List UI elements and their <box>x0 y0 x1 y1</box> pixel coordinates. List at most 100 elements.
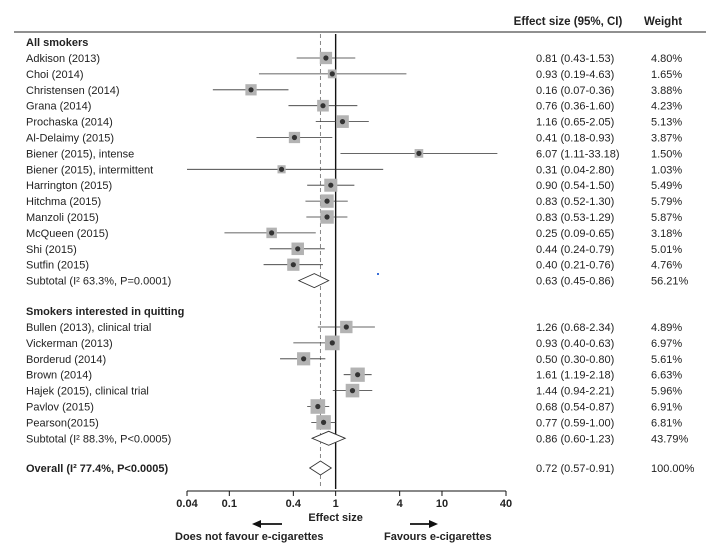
study-label: Pavlov (2015) <box>26 402 94 414</box>
left-arrow-label: Does not favour e-cigarettes <box>175 531 324 543</box>
pooled-weight-text: 56.21% <box>651 276 689 288</box>
study-label: Vickerman (2013) <box>26 338 113 350</box>
study-label: Hajek (2015), clinical trial <box>26 386 149 398</box>
weight-text: 5.13% <box>651 117 682 129</box>
point-estimate <box>343 324 349 330</box>
pooled-diamond <box>308 460 333 476</box>
pooled-diamond <box>310 430 347 446</box>
point-estimate <box>349 388 356 394</box>
right-arrow-head <box>429 520 438 528</box>
effect-ci-text: 6.07 (1.11-33.18) <box>536 148 620 160</box>
pooled-label: Subtotal (I² 88.3%, P<0.0005) <box>26 433 171 445</box>
weight-text: 3.88% <box>651 85 682 97</box>
effect-ci-text: 1.61 (1.19-2.18) <box>536 370 614 382</box>
weight-text: 5.96% <box>651 386 682 398</box>
point-estimate <box>295 246 301 252</box>
study-label: Borderud (2014) <box>26 354 106 366</box>
pooled-diamond <box>297 273 330 289</box>
effect-ci-text: 0.41 (0.18-0.93) <box>536 133 614 145</box>
point-estimate <box>290 262 296 268</box>
x-tick-label: 4 <box>397 498 404 510</box>
x-tick-label: 10 <box>436 498 448 510</box>
weight-text: 5.01% <box>651 244 682 256</box>
weight-text: 1.65% <box>651 69 682 81</box>
point-estimate <box>416 150 422 156</box>
study-label: Brown (2014) <box>26 370 92 382</box>
study-label: Al-Delaimy (2015) <box>26 133 114 145</box>
x-tick-label: 0.1 <box>222 498 237 510</box>
point-estimate <box>323 55 329 61</box>
x-axis: 0.04 0.1 0.4 1 4 10 40 Effect size Does not favo… <box>175 490 512 543</box>
point-estimate <box>269 230 275 236</box>
weight-text: 4.80% <box>651 53 682 65</box>
study-label: Sutfin (2015) <box>26 260 89 272</box>
pooled-weight-text: 43.79% <box>651 433 689 445</box>
left-arrow-head <box>252 520 261 528</box>
weight-text: 5.61% <box>651 354 682 366</box>
header-effect: Effect size (95%, CI) <box>514 16 623 28</box>
weight-text: 6.63% <box>651 370 682 382</box>
effect-ci-text: 1.16 (0.65-2.05) <box>536 117 614 129</box>
weight-text: 4.89% <box>651 322 682 334</box>
pooled-ci-text: 0.72 (0.57-0.91) <box>536 463 614 475</box>
weight-text: 5.49% <box>651 180 682 192</box>
weight-text: 5.79% <box>651 196 682 208</box>
effect-ci-text: 0.83 (0.53-1.29) <box>536 212 614 224</box>
point-estimate <box>248 87 254 93</box>
study-label: Christensen (2014) <box>26 85 120 97</box>
study-label: Biener (2015), intermittent <box>26 164 153 176</box>
effect-ci-text: 1.26 (0.68-2.34) <box>536 322 614 334</box>
x-axis-title: Effect size <box>308 512 362 524</box>
pooled-weight-text: 100.00% <box>651 463 695 475</box>
effect-ci-text: 0.83 (0.52-1.30) <box>536 196 614 208</box>
effect-ci-text: 0.44 (0.24-0.79) <box>536 244 614 256</box>
right-arrow-label: Favours e-cigarettes <box>384 531 492 543</box>
x-tick-label: 1 <box>333 498 339 510</box>
study-label: McQueen (2015) <box>26 228 109 240</box>
weight-text: 6.91% <box>651 402 682 414</box>
study-label: Prochaska (2014) <box>26 117 113 129</box>
point-estimate <box>324 198 330 204</box>
point-estimate <box>301 356 307 362</box>
effect-ci-text: 0.93 (0.19-4.63) <box>536 69 614 81</box>
weight-text: 5.87% <box>651 212 682 224</box>
study-label: Hitchma (2015) <box>26 196 101 208</box>
point-estimate <box>329 340 335 346</box>
study-label: Adkison (2013) <box>26 53 100 65</box>
x-tick-label: 40 <box>500 498 512 510</box>
effect-ci-text: 0.90 (0.54-1.50) <box>536 180 614 192</box>
group-title: All smokers <box>26 37 88 49</box>
effect-ci-text: 1.44 (0.94-2.21) <box>536 386 614 398</box>
effect-ci-text: 0.93 (0.40-0.63) <box>536 338 614 350</box>
effect-ci-text: 0.50 (0.30-0.80) <box>536 354 614 366</box>
study-label: Biener (2015), intense <box>26 148 134 160</box>
weight-text: 6.97% <box>651 338 682 350</box>
effect-ci-text: 0.31 (0.04-2.80) <box>536 164 614 176</box>
weight-text: 6.81% <box>651 417 682 429</box>
x-tick-label: 0.4 <box>286 498 302 510</box>
effect-ci-text: 0.77 (0.59-1.00) <box>536 417 614 429</box>
weight-text: 1.03% <box>651 164 682 176</box>
pooled-label: Overall (I² 77.4%, P<0.0005) <box>26 463 169 475</box>
point-estimate <box>315 403 321 410</box>
point-estimate <box>320 419 327 425</box>
point-estimate <box>328 182 334 188</box>
x-tick-label: 0.04 <box>176 498 198 510</box>
point-estimate <box>278 166 285 172</box>
effect-ci-text: 0.76 (0.36-1.60) <box>536 101 614 113</box>
pooled-ci-text: 0.86 (0.60-1.23) <box>536 433 614 445</box>
weight-text: 4.23% <box>651 101 682 113</box>
effect-ci-text: 0.25 (0.09-0.65) <box>536 228 614 240</box>
effect-ci-text: 0.16 (0.07-0.36) <box>536 85 614 97</box>
header-weight: Weight <box>644 16 682 28</box>
stray-mark <box>377 273 379 275</box>
group-title: Smokers interested in quitting <box>26 306 184 318</box>
effect-ci-text: 0.40 (0.21-0.76) <box>536 260 614 272</box>
point-estimate <box>339 119 346 125</box>
study-label: Grana (2014) <box>26 101 91 113</box>
point-estimate <box>291 134 298 141</box>
study-label: Harrington (2015) <box>26 180 112 192</box>
pooled-label: Subtotal (I² 63.3%, P=0.0001) <box>26 276 171 288</box>
study-label: Bullen (2013), clinical trial <box>26 322 151 334</box>
